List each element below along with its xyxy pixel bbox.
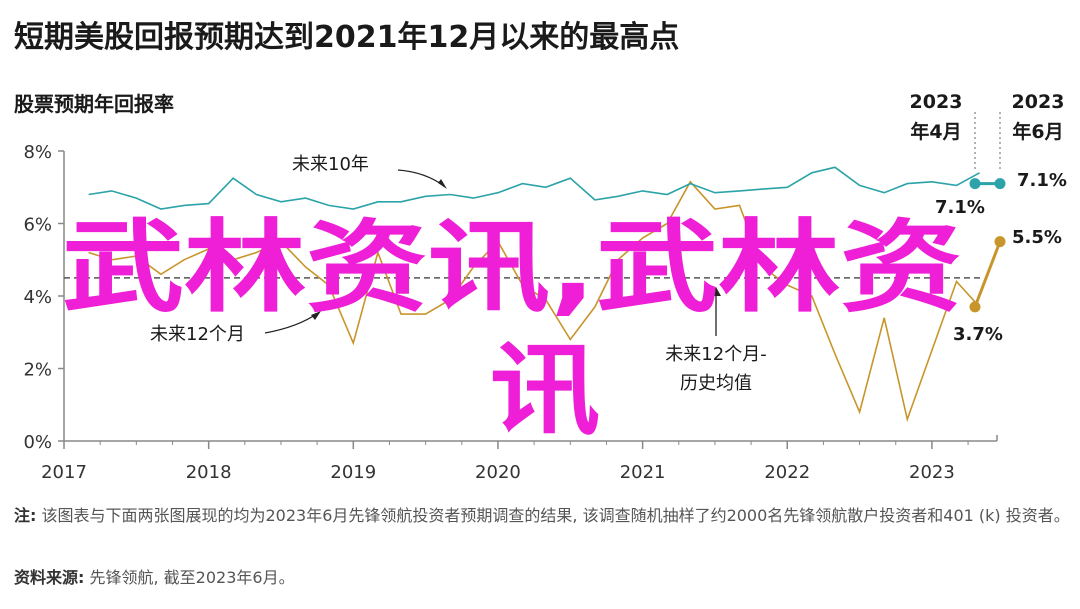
y-tick-label: 4%	[23, 287, 52, 308]
chart-subtitle: 股票预期年回报率	[14, 92, 174, 116]
x-tick-label: 2022	[764, 462, 810, 483]
y-tick-label: 6%	[23, 215, 52, 236]
annotation-10-year: 未来10年	[292, 154, 369, 175]
x-tick-label: 2018	[186, 462, 232, 483]
point-10-year-jun	[994, 178, 1006, 190]
watermark-line2: 讯	[490, 332, 600, 449]
label-12-month-apr: 3.7%	[953, 324, 1003, 345]
annotation-12-month: 未来12个月	[150, 324, 245, 345]
y-tick-label: 2%	[23, 360, 52, 381]
annotation-average-arrowhead	[711, 287, 721, 296]
annotation-average-line1: 未来12个月-	[665, 344, 766, 365]
x-tick-label: 2017	[41, 462, 87, 483]
label-10-year-jun: 7.1%	[1017, 170, 1067, 191]
point-10-year-apr	[969, 178, 981, 190]
source-text: 先锋领航, 截至2023年6月。	[89, 568, 295, 587]
highlight-start-month: 年4月	[910, 120, 961, 143]
series-line-12-month	[88, 180, 981, 423]
highlight-start-year: 2023	[910, 91, 963, 113]
note-label: 注:	[14, 506, 37, 525]
point-12-month-jun	[994, 236, 1006, 248]
annotation-average-line2: 历史均值	[680, 373, 752, 394]
highlight-12-month-segment	[973, 241, 1002, 308]
highlight-end-year: 2023	[1012, 91, 1065, 113]
annotation-10-year-arrow	[397, 169, 445, 187]
watermark-line1: 武林资讯,武林资	[62, 209, 962, 326]
page-title: 短期美股回报预期达到2021年12月以来的最高点	[14, 20, 680, 55]
x-tick-label: 2021	[620, 462, 666, 483]
x-tick-label: 2020	[475, 462, 521, 483]
annotation-10-year-arrowhead	[438, 179, 447, 189]
y-tick-label: 0%	[23, 432, 52, 453]
footnote-note: 注: 该图表与下面两张图展现的均为2023年6月先锋领航投资者预期调查的结果, …	[14, 502, 1070, 529]
series-line-10-year	[88, 166, 980, 210]
y-tick-label: 8%	[23, 142, 52, 163]
x-tick-label: 2019	[330, 462, 376, 483]
highlight-end-month: 年6月	[1012, 120, 1063, 143]
source-label: 资料来源:	[14, 568, 85, 587]
x-tick-label: 2023	[909, 462, 955, 483]
footnote-source: 资料来源: 先锋领航, 截至2023年6月。	[14, 564, 1070, 591]
note-text: 该图表与下面两张图展现的均为2023年6月先锋领航投资者预期调查的结果, 该调查…	[41, 506, 1070, 525]
annotation-12-month-arrowhead	[311, 311, 321, 320]
label-10-year-apr: 7.1%	[935, 197, 985, 218]
label-12-month-jun: 5.5%	[1012, 227, 1062, 248]
point-12-month-apr	[969, 301, 981, 313]
